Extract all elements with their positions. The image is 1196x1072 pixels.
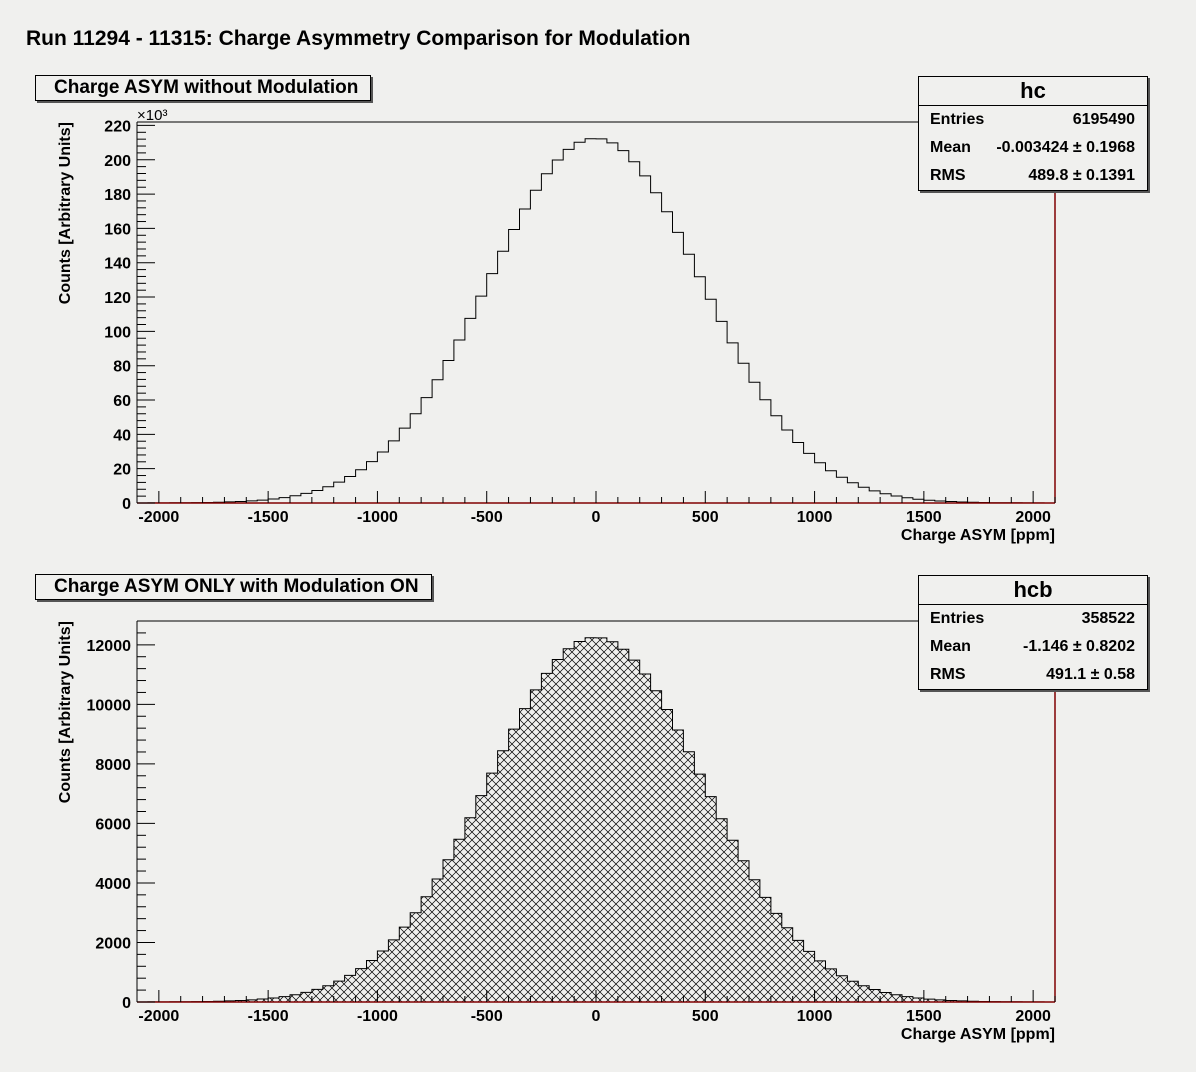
x-tick-label: 1000: [797, 1008, 833, 1025]
y-tick-label: 140: [104, 256, 131, 273]
stats-label: Entries: [930, 111, 985, 128]
x-tick-label: 2000: [1015, 1008, 1051, 1025]
y-tick-label: 12000: [87, 638, 132, 655]
x-tick-label: 1000: [797, 509, 833, 526]
stats-label: Mean: [930, 139, 971, 156]
stats-label: Entries: [930, 610, 985, 627]
y-tick-label: 6000: [95, 816, 131, 833]
histogram-bars: [137, 138, 1055, 504]
x-tick-label: 2000: [1015, 509, 1051, 526]
x-tick-label: -1000: [357, 509, 398, 526]
stats-label: Mean: [930, 638, 971, 655]
histogram-bars: [137, 637, 1055, 1003]
x-tick-label: -1000: [357, 1008, 398, 1025]
stats-name: hcb: [919, 576, 1147, 605]
y-tick-label: 2000: [95, 935, 131, 952]
x-tick-label: 500: [692, 509, 719, 526]
stats-value: 358522: [1081, 610, 1135, 627]
stats-row-mean: Mean -0.003424 ± 0.1968: [919, 134, 1147, 162]
x-tick-label: -2000: [138, 509, 179, 526]
stats-box-hc: hc Entries 6195490 Mean -0.003424 ± 0.19…: [918, 76, 1148, 191]
stats-value: 6195490: [1072, 111, 1135, 128]
stats-value: 489.8 ± 0.1391: [1028, 167, 1135, 184]
y-tick-label: 60: [113, 393, 131, 410]
y-tick-label: 160: [104, 221, 131, 238]
histogram-hc: 0 20 40 60 80 100 120 140 160 180 200 220 -2000 -1500…: [57, 107, 1056, 544]
x-axis-label: Charge ASYM [ppm]: [901, 1026, 1055, 1043]
x-tick-label: -500: [471, 1008, 503, 1025]
y-tick-label: 4000: [95, 876, 131, 893]
pad-title-bottom: Charge ASYM ONLY with Modulation ON: [35, 574, 432, 600]
x-tick-label: -1500: [248, 1008, 289, 1025]
stats-label: RMS: [930, 666, 966, 683]
y-tick-label: 80: [113, 359, 131, 376]
y-tick-label: 20: [113, 462, 131, 479]
stats-row-rms: RMS 491.1 ± 0.58: [919, 661, 1147, 689]
stats-row-rms: RMS 489.8 ± 0.1391: [919, 162, 1147, 190]
stats-value: -1.146 ± 0.8202: [1023, 638, 1135, 655]
stats-label: RMS: [930, 167, 966, 184]
y-multiplier-label: ×10³: [137, 107, 167, 124]
x-tick-label: 500: [692, 1008, 719, 1025]
stats-value: -0.003424 ± 0.1968: [996, 139, 1135, 156]
stats-value: 491.1 ± 0.58: [1046, 666, 1135, 683]
y-tick-label: 180: [104, 187, 131, 204]
x-tick-label: -1500: [248, 509, 289, 526]
x-axis-label: Charge ASYM [ppm]: [901, 527, 1055, 544]
stats-box-hcb: hcb Entries 358522 Mean -1.146 ± 0.8202 …: [918, 575, 1148, 690]
x-tick-label: 0: [592, 1008, 601, 1025]
y-tick-label: 120: [104, 290, 131, 307]
x-tick-label: 1500: [906, 1008, 942, 1025]
y-tick-label: 0: [122, 496, 131, 513]
y-tick-label: 0: [122, 995, 131, 1012]
stats-row-mean: Mean -1.146 ± 0.8202: [919, 633, 1147, 661]
y-tick-label: 40: [113, 427, 131, 444]
x-tick-label: 1500: [906, 509, 942, 526]
pad-title-top: Charge ASYM without Modulation: [35, 75, 372, 101]
x-tick-label: -2000: [138, 1008, 179, 1025]
y-tick-label: 100: [104, 324, 131, 341]
y-tick-label: 10000: [87, 697, 132, 714]
stats-name: hc: [919, 77, 1147, 106]
page-title: Run 11294 - 11315: Charge Asymmetry Comp…: [26, 27, 691, 50]
x-tick-label: 0: [592, 509, 601, 526]
y-axis-label: Counts [Arbitrary Units]: [57, 621, 74, 803]
y-tick-label: 8000: [95, 757, 131, 774]
stats-row-entries: Entries 358522: [919, 605, 1147, 633]
y-tick-label: 200: [104, 153, 131, 170]
y-axis-label: Counts [Arbitrary Units]: [57, 122, 74, 304]
y-tick-label: 220: [104, 118, 131, 135]
stats-row-entries: Entries 6195490: [919, 106, 1147, 134]
x-tick-label: -500: [471, 509, 503, 526]
